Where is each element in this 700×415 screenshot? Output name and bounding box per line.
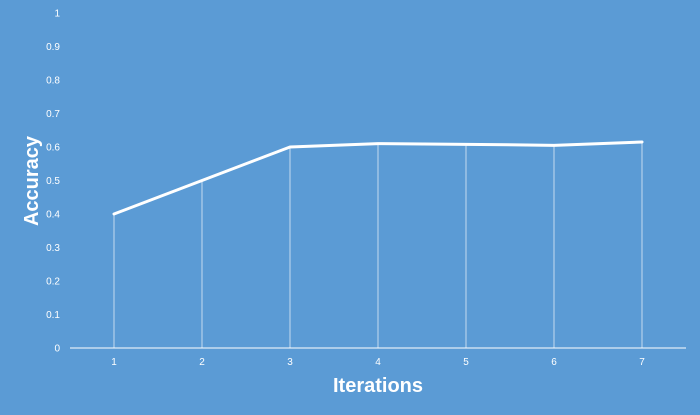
y-tick-label: 0.7 bbox=[46, 109, 60, 120]
x-axis-ticks: 1 2 3 4 5 6 7 bbox=[111, 357, 645, 368]
y-tick-label: 0.2 bbox=[46, 277, 60, 288]
x-axis-title: Iterations bbox=[333, 375, 423, 397]
x-tick-label: 5 bbox=[463, 357, 469, 368]
y-tick-label: 0.6 bbox=[46, 143, 60, 154]
y-tick-label: 0.9 bbox=[46, 42, 60, 53]
y-tick-label: 0.5 bbox=[46, 176, 60, 187]
drop-lines bbox=[113, 141, 643, 348]
x-tick-label: 2 bbox=[199, 357, 205, 368]
y-axis-title: Accuracy bbox=[21, 135, 43, 226]
x-tick-label: 1 bbox=[111, 357, 117, 368]
x-tick-label: 4 bbox=[375, 357, 381, 368]
x-tick-label: 7 bbox=[639, 357, 645, 368]
y-tick-label: 0.1 bbox=[46, 310, 60, 321]
accuracy-series-line bbox=[112, 140, 644, 216]
y-tick-label: 0.4 bbox=[46, 210, 60, 221]
y-tick-label: 0.3 bbox=[46, 243, 60, 254]
y-tick-label: 1 bbox=[54, 9, 60, 20]
x-tick-label: 6 bbox=[551, 357, 557, 368]
y-tick-label: 0.8 bbox=[46, 76, 60, 87]
x-tick-label: 3 bbox=[287, 357, 293, 368]
y-axis-ticks: 0 0.1 0.2 0.3 0.4 0.5 0.6 0.7 0.8 0.9 1 bbox=[46, 9, 60, 355]
y-tick-label: 0 bbox=[54, 344, 60, 355]
